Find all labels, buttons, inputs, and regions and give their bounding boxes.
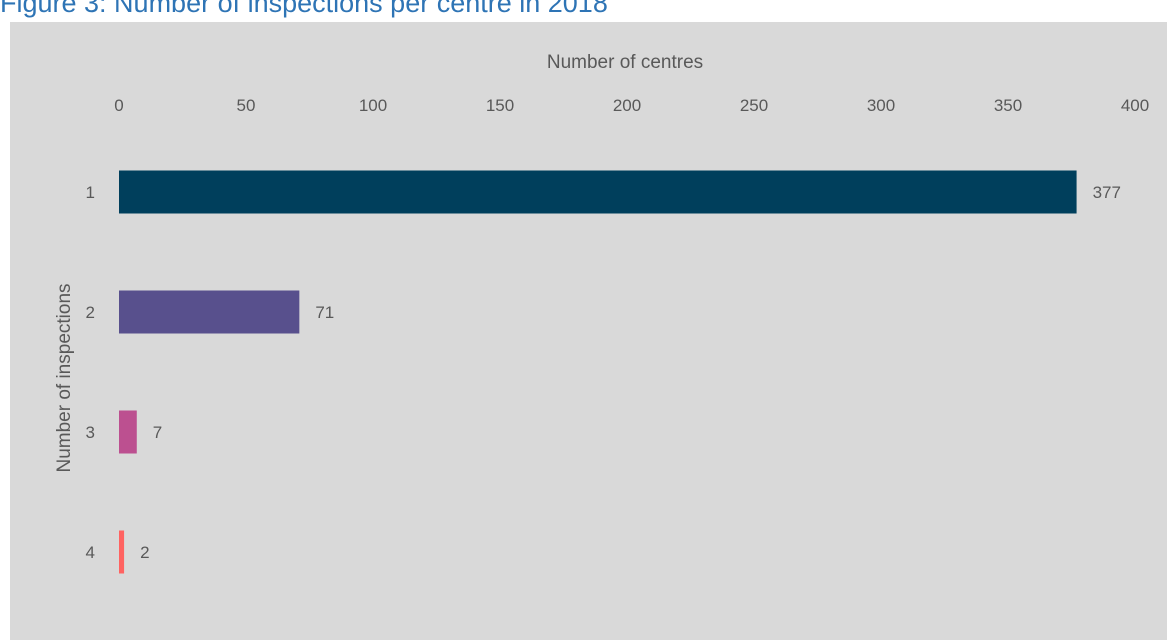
bar-chart: Number of centres Number of inspections …	[54, 52, 1149, 574]
y-axis-categories: 1 2 3 4	[86, 183, 95, 562]
bar	[119, 290, 300, 334]
y-axis-label: Number of inspections	[54, 283, 75, 472]
page-title: Figure 3: Number of inspections per cent…	[0, 0, 608, 18]
x-tick-label: 400	[1121, 96, 1149, 115]
bar	[119, 410, 137, 454]
data-label: 7	[153, 423, 162, 442]
y-category-label: 2	[86, 303, 95, 322]
data-label: 71	[315, 303, 334, 322]
data-label: 377	[1093, 183, 1121, 202]
bar	[119, 170, 1077, 214]
x-tick-label: 250	[740, 96, 768, 115]
x-tick-label: 150	[486, 96, 514, 115]
x-tick-label: 0	[114, 96, 123, 115]
data-labels: 377 71 7 2	[140, 183, 1121, 562]
y-category-label: 4	[86, 543, 95, 562]
y-category-label: 1	[86, 183, 95, 202]
x-tick-label: 100	[359, 96, 387, 115]
y-category-label: 3	[86, 423, 95, 442]
x-tick-label: 300	[867, 96, 895, 115]
x-tick-label: 50	[237, 96, 256, 115]
chart-area: Number of centres Number of inspections …	[10, 22, 1167, 640]
bar	[119, 530, 125, 574]
x-axis-ticks: 0 50 100 150 200 250 300 350 400	[114, 96, 1149, 115]
x-tick-label: 200	[613, 96, 641, 115]
x-axis-label: Number of centres	[547, 52, 703, 73]
data-label: 2	[140, 543, 149, 562]
bars	[119, 170, 1077, 574]
x-tick-label: 350	[994, 96, 1022, 115]
